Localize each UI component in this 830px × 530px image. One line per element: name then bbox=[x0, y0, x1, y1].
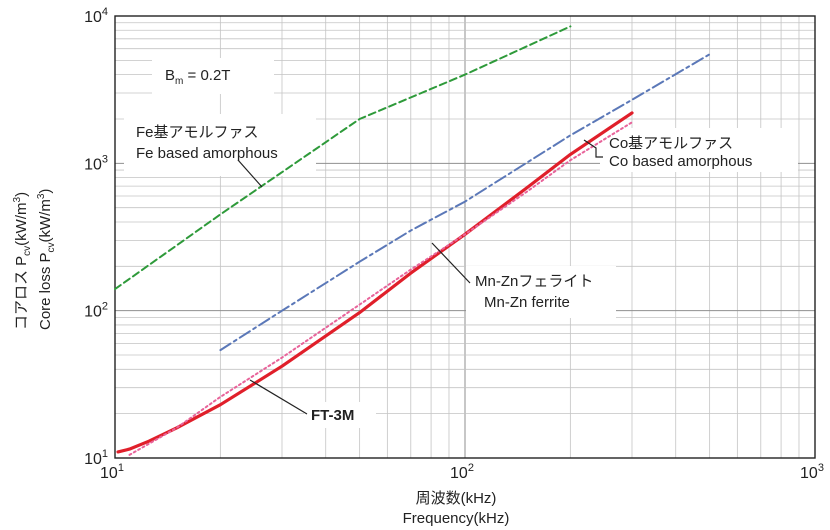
leader-co bbox=[583, 139, 603, 158]
x-axis-label-en: Frequency(kHz) bbox=[402, 510, 510, 527]
y-label-en-post: (kW/m bbox=[37, 199, 54, 243]
y-tick-label-1-base: 10 bbox=[84, 304, 102, 321]
annotation-fe-line1: Fe基アモルファス bbox=[136, 124, 259, 141]
annotation-co-line1: Co基アモルファス bbox=[609, 135, 733, 152]
y-label-en-sub: cv bbox=[46, 242, 57, 253]
y-tick-label-3: 104 bbox=[84, 6, 108, 26]
x-tick-label-0-exp: 1 bbox=[118, 462, 124, 474]
series-line-dashdot bbox=[219, 53, 711, 352]
series-line-solid bbox=[116, 111, 634, 454]
plot-frame bbox=[114, 15, 816, 459]
condition-sub: m bbox=[175, 76, 183, 87]
x-tick-label-0-base: 10 bbox=[100, 465, 118, 482]
y-tick-label-3-exp: 4 bbox=[102, 6, 108, 18]
annotation-ft3m: FT-3M bbox=[311, 407, 354, 424]
annotation-mnzn-line1: Mn-Znフェライト bbox=[475, 273, 593, 290]
y-tick-label-1-exp: 2 bbox=[102, 301, 108, 313]
y-label-ja-post: (kW/m bbox=[13, 202, 30, 246]
leader-ft3m bbox=[249, 379, 308, 415]
y-tick-label-1: 102 bbox=[84, 301, 108, 321]
y-tick-label-0-base: 10 bbox=[84, 451, 102, 468]
y-tick-label-2: 103 bbox=[84, 153, 108, 173]
annotation-co-line2: Co based amorphous bbox=[609, 153, 752, 170]
y-label-ja-sup: 3 bbox=[12, 196, 23, 203]
condition-value: = 0.2T bbox=[183, 67, 230, 84]
leader-mnzn bbox=[431, 242, 471, 284]
annotation-mnzn-line2: Mn-Zn ferrite bbox=[484, 294, 570, 311]
condition-b: B bbox=[165, 67, 175, 84]
x-axis-label-ja: 周波数(kHz) bbox=[415, 490, 497, 507]
y-label-ja-sub: cv bbox=[22, 245, 33, 256]
y-label-en-end: ) bbox=[37, 188, 54, 194]
annotation-fe-line2: Fe based amorphous bbox=[136, 145, 278, 162]
series-line-dashed bbox=[114, 25, 572, 291]
y-axis-label-ja: コアロス Pcv(kW/m3) bbox=[10, 192, 33, 330]
y-axis-labels: コアロス Pcv(kW/m3) Core loss Pcv(kW/m3) bbox=[0, 0, 57, 330]
y-tick-label-3-base: 10 bbox=[84, 9, 102, 26]
y-label-en-sup: 3 bbox=[36, 193, 47, 200]
x-tick-label-1-base: 10 bbox=[450, 465, 468, 482]
condition-label-bg bbox=[152, 58, 274, 94]
y-label-ja-end: ) bbox=[13, 191, 30, 197]
y-axis-label-en: Core loss Pcv(kW/m3) bbox=[36, 189, 57, 330]
y-tick-label-2-base: 10 bbox=[84, 156, 102, 173]
mnzn-label-bg bbox=[466, 266, 616, 318]
ft3m-label-bg bbox=[304, 402, 376, 428]
x-tick-label-2-base: 10 bbox=[800, 465, 818, 482]
y-label-en-pre: Core loss P bbox=[37, 252, 54, 330]
co-label-bg bbox=[600, 128, 798, 172]
x-tick-label-1: 102 bbox=[450, 462, 474, 482]
y-label-ja-pre: コアロス P bbox=[13, 255, 30, 330]
x-tick-label-2-exp: 3 bbox=[818, 462, 824, 474]
y-tick-label-0-exp: 1 bbox=[102, 448, 108, 460]
fe-label-bg bbox=[124, 114, 316, 176]
x-tick-label-0: 101 bbox=[100, 462, 124, 482]
y-tick-label-0: 101 bbox=[84, 448, 108, 468]
x-tick-label-1-exp: 2 bbox=[468, 462, 474, 474]
condition-label: Bm = 0.2T bbox=[165, 67, 230, 87]
series-line-dotted bbox=[128, 121, 633, 456]
x-tick-label-2: 103 bbox=[800, 462, 824, 482]
y-tick-label-2-exp: 3 bbox=[102, 153, 108, 165]
leader-fe bbox=[237, 159, 263, 188]
